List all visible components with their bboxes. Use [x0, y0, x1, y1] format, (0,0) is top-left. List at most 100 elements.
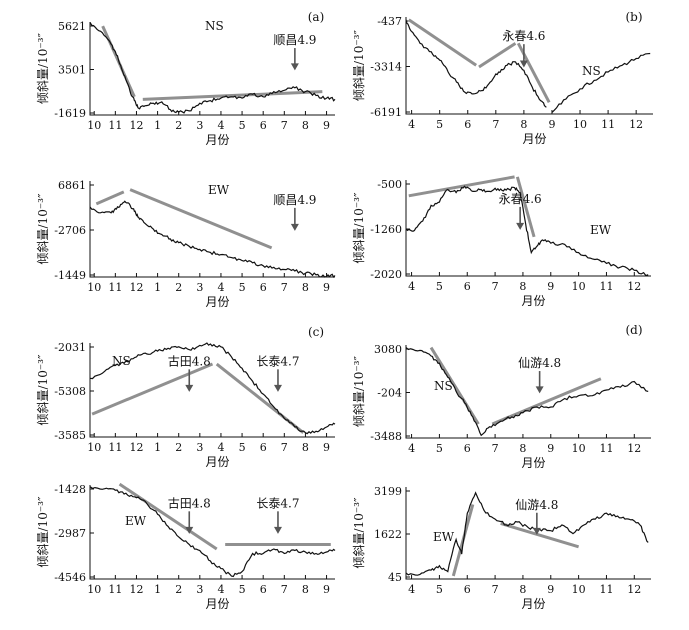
y-tick-label: -2706 [54, 224, 86, 237]
panel-tag: (b) [625, 10, 642, 24]
x-axis-label: 月份 [521, 456, 545, 470]
x-tick-label: 11 [108, 119, 122, 132]
event-label: 顺昌4.9 [273, 193, 316, 207]
panel-b-ew: 4 5 6 7 8 9 10 11 12 月份 -500 -1260 -2020 倾斜量/10⁻³″ 永春4… [352, 175, 651, 308]
x-tick-label: 2 [175, 281, 182, 294]
y-tick-label: 6861 [58, 179, 86, 192]
x-tick-label: 11 [108, 441, 122, 454]
x-tick-label: 6 [260, 441, 267, 454]
series-line-EW [405, 491, 649, 576]
series-line-NS [405, 19, 547, 108]
y-tick-label: 3080 [374, 343, 402, 356]
panel-b-ns: 4 5 6 7 8 9 10 11 12 月份 -437 -3314 -6191 倾斜量/10⁻³″ 永春4… [352, 15, 653, 146]
axis-frame [89, 485, 335, 580]
component-label: NS [582, 64, 601, 78]
x-tick-label: 5 [239, 281, 246, 294]
x-tick-label: 6 [260, 583, 267, 596]
x-tick-label: 9 [323, 119, 330, 132]
x-tick-label: 4 [408, 118, 415, 131]
x-tick-label: 5 [436, 280, 443, 293]
event-label: 永春4.6 [499, 192, 542, 206]
axis-frame [405, 17, 653, 115]
x-tick-label: 10 [572, 280, 586, 293]
series-line-EW [89, 486, 336, 578]
event-arrow-head [290, 223, 299, 231]
y-tick-label: -1619 [54, 107, 86, 120]
x-axis-label: 月份 [522, 132, 546, 146]
trend-line [491, 377, 602, 426]
x-tick-label: 7 [492, 442, 499, 455]
component-label: NS [112, 354, 131, 368]
x-tick-label: 11 [108, 281, 122, 294]
event-label: 古田4.8 [168, 353, 211, 368]
x-tick-label: 4 [408, 583, 415, 596]
component-label: EW [433, 530, 455, 544]
x-tick-label: 5 [436, 118, 443, 131]
x-tick-label: 9 [547, 280, 554, 293]
y-tick-label: -1428 [54, 483, 86, 496]
series-line-EW [89, 200, 336, 279]
event-label: 顺昌4.9 [273, 33, 316, 47]
y-tick-label: -3314 [370, 61, 402, 74]
x-tick-label: 8 [302, 441, 309, 454]
x-tick-label: 4 [217, 119, 224, 132]
x-tick-label: 10 [87, 281, 101, 294]
y-tick-label: -1260 [370, 223, 402, 236]
event-label: 仙游4.8 [518, 356, 561, 370]
x-tick-label: 8 [302, 583, 309, 596]
x-tick-label: 10 [572, 583, 586, 596]
x-tick-label: 11 [601, 118, 615, 131]
x-tick-label: 9 [323, 281, 330, 294]
y-axis-label: 倾斜量/10⁻³″ [352, 497, 366, 568]
panel-tag: (a) [308, 10, 325, 24]
x-tick-label: 11 [599, 442, 613, 455]
x-tick-label: 7 [281, 281, 288, 294]
x-tick-label: 12 [627, 280, 641, 293]
x-tick-label: 3 [196, 441, 203, 454]
event-arrow-head [516, 222, 525, 230]
x-tick-label: 6 [464, 583, 471, 596]
y-axis-label: 倾斜量/10⁻³″ [36, 496, 50, 567]
y-tick-label: 1622 [374, 528, 402, 541]
x-tick-label: 1 [154, 119, 161, 132]
event-arrow-head [185, 526, 194, 534]
axis-frame [89, 22, 335, 116]
x-tick-label: 3 [196, 583, 203, 596]
event-arrow-head [273, 384, 282, 392]
x-tick-label: 9 [547, 583, 554, 596]
event-label: 仙游4.8 [515, 498, 558, 512]
x-tick-label: 8 [519, 280, 526, 293]
y-tick-label: 3501 [58, 64, 86, 77]
x-tick-label: 9 [323, 583, 330, 596]
x-tick-label: 4 [217, 441, 224, 454]
trend-line [407, 18, 478, 67]
x-tick-label: 6 [260, 119, 267, 132]
x-tick-label: 10 [87, 441, 101, 454]
x-axis-label: 月份 [521, 294, 545, 308]
axis-frame [405, 345, 651, 439]
x-tick-label: 6 [464, 118, 471, 131]
x-tick-label: 6 [464, 442, 471, 455]
x-tick-label: 6 [260, 281, 267, 294]
panel-c-ns: 10 11 12 1 2 3 4 5 6 7 8 9月份-2031-5308-3585倾斜量/10⁻³… [36, 341, 336, 469]
x-tick-label: 10 [573, 118, 587, 131]
component-label: EW [208, 183, 230, 197]
y-tick-label: 3199 [374, 485, 402, 498]
x-tick-label: 2 [175, 441, 182, 454]
y-axis-label: 倾斜量/10⁻³″ [36, 193, 50, 264]
trend-line [516, 42, 551, 104]
x-tick-label: 12 [129, 441, 143, 454]
x-tick-label: 9 [547, 442, 554, 455]
y-tick-label: -437 [377, 15, 402, 28]
x-tick-label: 5 [239, 441, 246, 454]
x-tick-label: 2 [175, 583, 182, 596]
event-arrow-head [535, 386, 544, 394]
y-axis-label: 倾斜量/10⁻³″ [36, 33, 50, 104]
x-tick-label: 11 [599, 280, 613, 293]
x-tick-label: 11 [599, 583, 613, 596]
y-tick-label: 45 [388, 571, 402, 584]
x-tick-label: 10 [87, 119, 101, 132]
x-tick-label: 12 [129, 583, 143, 596]
